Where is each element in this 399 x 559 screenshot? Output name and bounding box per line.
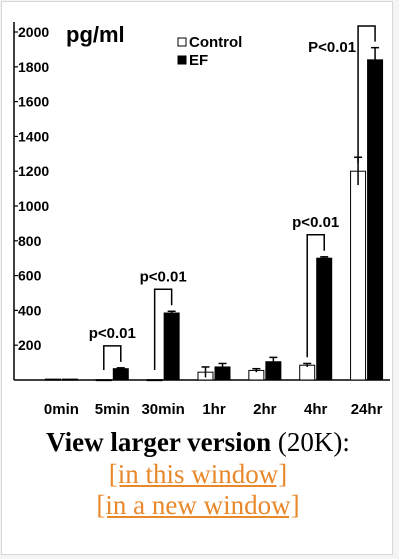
significance-bracket bbox=[357, 25, 376, 164]
y-tick-label: 1400 bbox=[18, 128, 49, 144]
view-larger-caption: View larger version (20K): bbox=[2, 426, 394, 458]
x-tick-label: 0min bbox=[44, 401, 79, 418]
legend-swatch-ef bbox=[177, 55, 187, 65]
legend-label-control: Control bbox=[189, 34, 242, 51]
x-tick-label: 2hr bbox=[253, 401, 277, 418]
significance-bracket bbox=[306, 234, 325, 358]
y-tick-label: 1600 bbox=[18, 94, 49, 110]
view-larger-label: View larger version bbox=[46, 427, 272, 457]
y-tick-label: 2000 bbox=[18, 24, 49, 40]
bar-ef-5min bbox=[112, 368, 129, 381]
figure-panel: 200 400 600 800 1000 1200 1400 1600 1800 2000 0min… bbox=[1, 1, 393, 555]
y-tick-label: 200 bbox=[18, 337, 42, 353]
open-in-new-window-row: [in a new window] bbox=[2, 489, 394, 521]
bar-control-5min bbox=[95, 379, 112, 382]
chart-axes: 200 400 600 800 1000 1200 1400 1600 1800 2000 0min… bbox=[13, 22, 390, 418]
significance-label: p<0.01 bbox=[140, 268, 187, 285]
bar-control-24hr bbox=[350, 170, 367, 381]
x-tick-label: 1hr bbox=[202, 401, 226, 418]
y-tick-label: 600 bbox=[18, 268, 42, 284]
significance-label: p<0.01 bbox=[89, 325, 136, 342]
chart-bars bbox=[44, 59, 384, 382]
y-tick-label: 800 bbox=[18, 233, 42, 249]
y-tick-label: 400 bbox=[18, 302, 42, 318]
y-tick-label: 1800 bbox=[18, 59, 49, 75]
y-tick-label: 1200 bbox=[18, 163, 49, 179]
x-tick-label: 30min bbox=[141, 401, 184, 418]
bar-ef-24hr bbox=[367, 59, 384, 381]
bar-control-4hr bbox=[299, 364, 316, 381]
bar-control-30min bbox=[146, 379, 163, 382]
open-in-this-window-link[interactable]: [in this window] bbox=[108, 459, 288, 489]
bar-chart: 200 400 600 800 1000 1200 1400 1600 1800 2000 0min… bbox=[13, 22, 390, 418]
significance-bracket bbox=[103, 345, 122, 370]
bar-ef-30min bbox=[163, 312, 180, 381]
bar-ef-0min bbox=[61, 378, 78, 381]
x-tick-label: 4hr bbox=[304, 401, 328, 418]
bar-ef-4hr bbox=[316, 257, 333, 381]
x-tick-label: 5min bbox=[95, 401, 130, 418]
file-size-label: (20K): bbox=[271, 427, 350, 457]
x-tick-label: 24hr bbox=[351, 401, 383, 418]
open-in-this-window-row: [in this window] bbox=[2, 458, 394, 490]
bar-control-0min bbox=[44, 378, 61, 381]
open-in-new-window-link[interactable]: [in a new window] bbox=[96, 490, 300, 520]
legend-label-ef: EF bbox=[189, 52, 208, 69]
legend-swatch-control bbox=[177, 37, 187, 47]
y-tick-label: 1000 bbox=[18, 198, 49, 214]
y-unit-label: pg/ml bbox=[66, 22, 125, 47]
significance-label: p<0.01 bbox=[292, 214, 339, 231]
chart-error-bars bbox=[116, 46, 380, 378]
significance-label: P<0.01 bbox=[308, 39, 356, 56]
chart-annotations: p<0.01 p<0.01 p<0.01 P<0.01 bbox=[89, 25, 376, 370]
significance-bracket bbox=[153, 288, 173, 370]
